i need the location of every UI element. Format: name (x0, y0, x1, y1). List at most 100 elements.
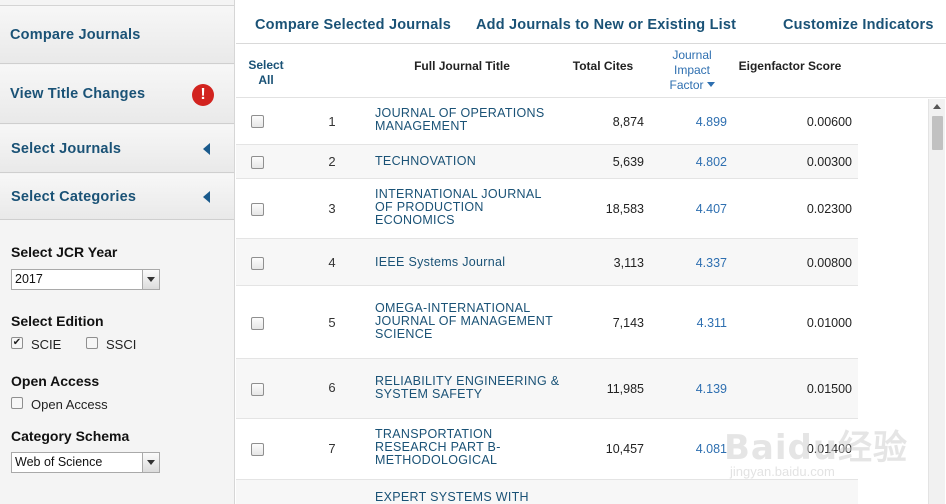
eigenfactor-value: 0.00600 (806, 115, 852, 129)
expand-left-icon (203, 191, 210, 203)
impact-factor-value: 4.081 (695, 442, 727, 456)
table-body: 1 JOURNAL OF OPERATIONS MANAGEMENT 8,874… (236, 99, 858, 504)
total-cites-value: 5,639 (612, 155, 644, 169)
total-cites-value: 11,985 (606, 382, 644, 396)
ssci-checkbox[interactable] (86, 337, 98, 349)
eigenfactor-score-header: Eigenfactor Score (738, 59, 842, 73)
journal-table: Select All Full Journal Title Total Cite… (236, 43, 946, 504)
jcr-year-heading: Select JCR Year (11, 244, 118, 260)
eigenfactor-value: 0.01500 (806, 382, 852, 396)
category-schema-select[interactable]: Web of Science (11, 452, 160, 473)
table-row: 5 OMEGA-INTERNATIONAL JOURNAL OF MANAGEM… (236, 286, 858, 359)
impact-factor-value: 4.802 (695, 155, 727, 169)
row-checkbox[interactable] (251, 257, 264, 270)
row-checkbox[interactable] (251, 383, 264, 396)
vertical-scrollbar[interactable] (928, 99, 945, 504)
sidebar: Compare Journals View Title Changes ! Se… (0, 0, 235, 504)
category-schema-heading: Category Schema (11, 428, 130, 444)
add-journals-to-list-link[interactable]: Add Journals to New or Existing List (476, 17, 737, 33)
row-rank: 6 (328, 380, 336, 395)
select-categories-nav[interactable]: Select Categories (0, 174, 234, 220)
impact-factor-value: 4.899 (695, 115, 727, 129)
eigenfactor-value: 0.00800 (806, 256, 852, 270)
journal-title-link[interactable]: JOURNAL OF OPERATIONS MANAGEMENT (375, 106, 545, 133)
journal-title-link[interactable]: RELIABILITY ENGINEERING & SYSTEM SAFETY (375, 374, 560, 401)
open-access-option-label: Open Access (31, 397, 108, 412)
select-all-line2: All (258, 73, 274, 87)
compare-journals-nav[interactable]: Compare Journals (0, 5, 234, 64)
impact-factor-value: 4.407 (695, 202, 727, 216)
scie-checkbox[interactable]: ✔ (11, 337, 23, 349)
table-header: Select All Full Journal Title Total Cite… (236, 44, 946, 98)
total-cites-header: Total Cites (572, 59, 634, 73)
alert-icon: ! (192, 84, 214, 106)
total-cites-value: 18,583 (605, 202, 644, 216)
sort-desc-icon (706, 82, 715, 87)
table-row: 1 JOURNAL OF OPERATIONS MANAGEMENT 8,874… (236, 99, 858, 145)
impact-factor-value: 4.139 (695, 382, 727, 396)
scroll-up-icon[interactable] (933, 104, 941, 109)
scie-label: SCIE (31, 337, 62, 352)
view-title-changes-label: View Title Changes (10, 86, 146, 102)
total-cites-value: 7,143 (612, 316, 644, 330)
row-rank: 5 (328, 315, 336, 330)
row-checkbox[interactable] (251, 156, 264, 169)
eigenfactor-value: 0.01000 (806, 316, 852, 330)
table-row: 3 INTERNATIONAL JOURNAL OF PRODUCTION EC… (236, 179, 858, 239)
journal-title-link[interactable]: INTERNATIONAL JOURNAL OF PRODUCTION ECON… (375, 187, 542, 227)
journal-title-link[interactable]: TECHNOVATION (375, 154, 477, 168)
row-rank: 4 (328, 255, 336, 270)
journal-title-link[interactable]: TRANSPORTATION RESEARCH PART B-METHODOLO… (375, 427, 501, 467)
dropdown-arrow-icon (142, 453, 159, 472)
open-access-heading: Open Access (11, 373, 100, 389)
row-checkbox[interactable] (251, 203, 264, 216)
select-journals-label: Select Journals (11, 140, 122, 157)
compare-journals-label: Compare Journals (10, 26, 141, 43)
eigenfactor-value: 0.01400 (806, 442, 852, 456)
total-cites-value: 8,874 (612, 115, 644, 129)
journal-title-link[interactable]: IEEE Systems Journal (375, 255, 506, 269)
jif-line3: Factor (669, 78, 704, 92)
total-cites-value: 3,113 (613, 256, 644, 270)
select-all-line1: Select (248, 58, 284, 72)
journal-title-link[interactable]: OMEGA-INTERNATIONAL JOURNAL OF MANAGEMEN… (375, 301, 553, 341)
select-categories-label: Select Categories (11, 188, 137, 205)
jcr-year-select[interactable]: 2017 (11, 269, 160, 290)
expand-left-icon (203, 143, 210, 155)
eigenfactor-value: 0.00300 (806, 155, 852, 169)
table-row: 2 TECHNOVATION 5,639 4.802 0.00300 (236, 145, 858, 179)
jif-line1: Journal (672, 48, 712, 62)
row-rank: 3 (328, 201, 336, 216)
full-journal-title-header: Full Journal Title (414, 59, 510, 73)
jcr-year-value: 2017 (15, 272, 43, 286)
row-rank: 1 (328, 114, 336, 129)
dropdown-arrow-icon (142, 270, 159, 289)
view-title-changes-nav[interactable]: View Title Changes ! (0, 65, 234, 124)
table-row: 6 RELIABILITY ENGINEERING & SYSTEM SAFET… (236, 359, 858, 419)
table-row: 4 IEEE Systems Journal 3,113 4.337 0.008… (236, 239, 858, 286)
journal-title-link[interactable]: EXPERT SYSTEMS WITH (375, 490, 529, 504)
customize-indicators-link[interactable]: Customize Indicators (783, 17, 934, 33)
category-schema-value: Web of Science (15, 455, 103, 469)
scroll-thumb[interactable] (932, 116, 943, 150)
table-right-margin (858, 99, 928, 504)
row-checkbox[interactable] (251, 443, 264, 456)
impact-factor-value: 4.311 (696, 316, 727, 330)
row-rank: 2 (328, 154, 336, 169)
journal-impact-factor-header[interactable]: Journal Impact Factor (654, 48, 730, 93)
ssci-label: SSCI (106, 337, 137, 352)
row-checkbox[interactable] (251, 317, 264, 330)
eigenfactor-value: 0.02300 (806, 202, 852, 216)
table-row: 7 TRANSPORTATION RESEARCH PART B-METHODO… (236, 419, 858, 480)
impact-factor-value: 4.337 (695, 256, 727, 270)
row-checkbox[interactable] (251, 115, 264, 128)
select-all-header[interactable]: Select All (244, 58, 288, 88)
compare-selected-journals-link[interactable]: Compare Selected Journals (255, 17, 451, 33)
row-rank: 7 (328, 441, 336, 456)
table-row: EXPERT SYSTEMS WITH (236, 480, 858, 504)
open-access-checkbox[interactable] (11, 397, 23, 409)
select-journals-nav[interactable]: Select Journals (0, 125, 234, 173)
edition-heading: Select Edition (11, 313, 104, 329)
total-cites-value: 10,457 (605, 442, 644, 456)
jif-line2: Impact (673, 63, 710, 77)
